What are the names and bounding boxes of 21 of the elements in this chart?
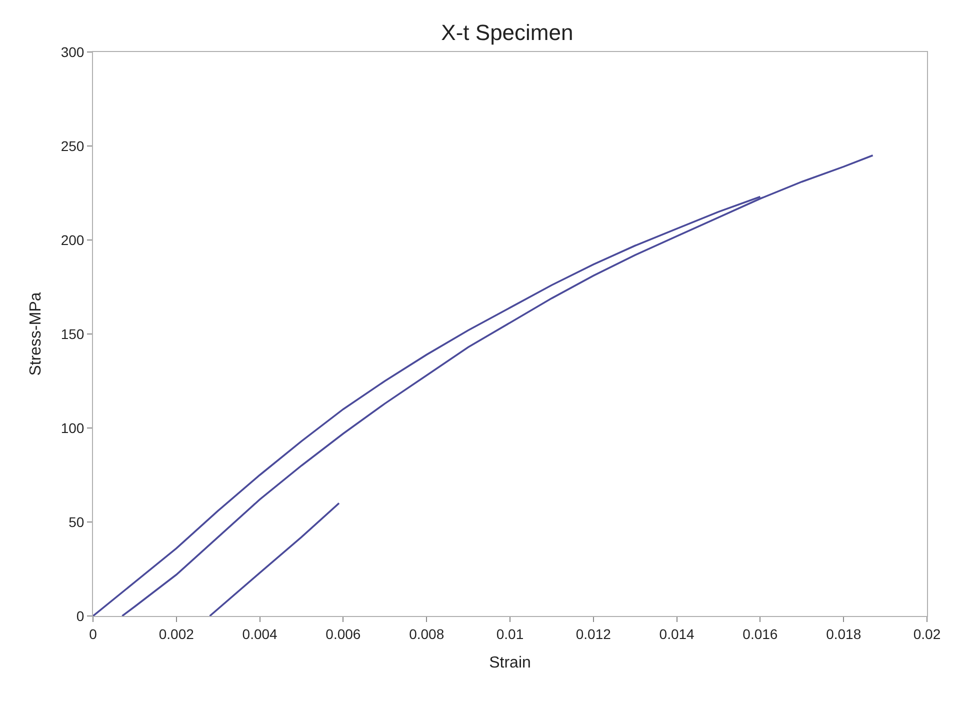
x-tick-label: 0.002 bbox=[158, 626, 194, 642]
x-axis-title: Strain bbox=[489, 654, 531, 672]
x-tick-label: 0.014 bbox=[659, 626, 695, 642]
x-tick-label: 0.016 bbox=[742, 626, 778, 642]
y-tick-label: 250 bbox=[60, 138, 84, 154]
x-tick-label: 0.006 bbox=[326, 626, 361, 642]
x-tick-label: 0.008 bbox=[409, 626, 444, 642]
y-axis-title: Stress-MPa bbox=[28, 292, 45, 376]
x-tick-label: 0.012 bbox=[576, 626, 612, 642]
y-tick-label: 50 bbox=[68, 514, 84, 530]
y-tick-label: 0 bbox=[76, 608, 84, 624]
x-tick-label: 0.01 bbox=[496, 626, 524, 642]
x-tick-label: 0.02 bbox=[913, 626, 941, 642]
y-tick-label: 200 bbox=[60, 232, 84, 248]
y-tick-label: 150 bbox=[60, 326, 84, 342]
x-tick-label: 0 bbox=[89, 626, 98, 642]
x-tick-label: 0.004 bbox=[242, 626, 278, 642]
y-tick-label: 100 bbox=[60, 420, 84, 436]
x-tick-label: 0.018 bbox=[826, 626, 862, 642]
y-tick-label: 300 bbox=[60, 44, 84, 60]
chart-title: X-t Specimen bbox=[441, 20, 574, 45]
